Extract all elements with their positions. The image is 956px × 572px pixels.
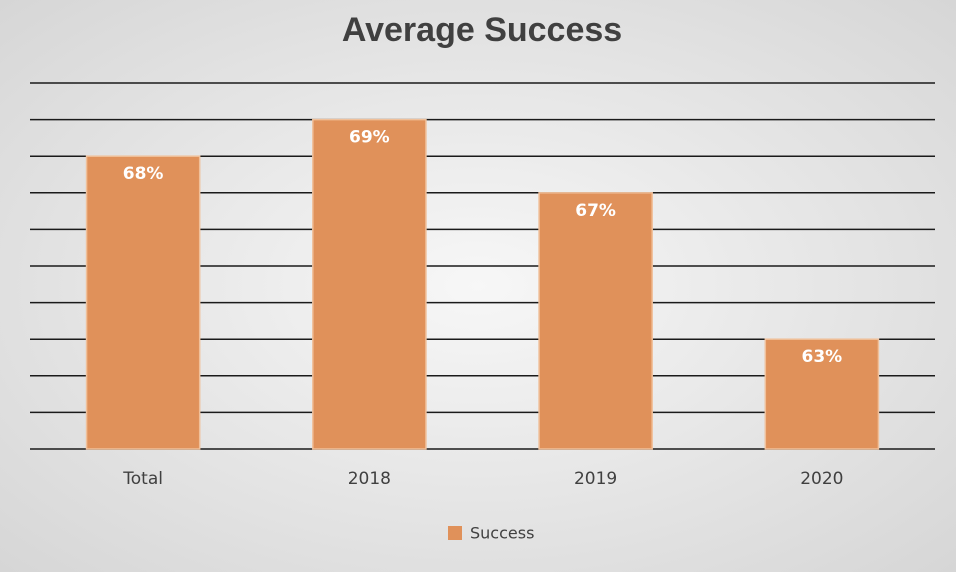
chart-title: Average Success <box>342 11 622 49</box>
data-label: 63% <box>802 347 843 367</box>
bar <box>764 338 880 450</box>
x-tick-label: 2018 <box>348 469 391 489</box>
bar <box>85 155 201 450</box>
x-tick-label: Total <box>122 469 163 489</box>
legend-swatch <box>448 526 462 540</box>
x-tick-label: 2019 <box>574 469 617 489</box>
data-label: 68% <box>123 164 164 184</box>
data-label: 69% <box>349 128 390 148</box>
bar <box>538 192 653 450</box>
x-tick-label: 2020 <box>800 469 843 489</box>
bar <box>312 118 427 450</box>
data-label: 67% <box>575 201 616 221</box>
legend-label: Success <box>470 524 534 543</box>
